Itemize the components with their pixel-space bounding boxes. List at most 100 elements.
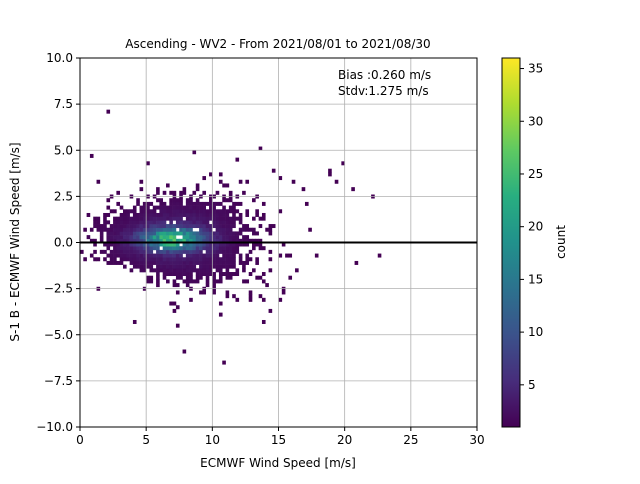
heatmap-cell	[139, 268, 144, 273]
heatmap-cell	[218, 235, 223, 240]
heatmap-cell	[179, 268, 183, 273]
heatmap-cell	[142, 264, 147, 269]
heatmap-cell	[212, 209, 216, 214]
heatmap-cell	[228, 198, 233, 203]
y-axis-ticks: −10.0 −7.5 −5.0 −2.5 0.0 2.5 5.0 7.5 10.0	[36, 51, 80, 434]
heatmap-cell	[215, 231, 220, 236]
heatmap-cell	[126, 224, 130, 229]
heatmap-cell	[225, 290, 230, 295]
heatmap-cell	[162, 253, 167, 258]
heatmap-cell	[225, 227, 230, 232]
colorbar-ticks: 5 10 15 20 25 30 35	[520, 62, 543, 392]
heatmap-cell	[182, 224, 187, 229]
heatmap-cell	[209, 201, 213, 206]
heatmap-cell	[189, 279, 193, 284]
heatmap-cell	[199, 231, 203, 236]
heatmap-cell	[192, 231, 197, 236]
heatmap-cell	[152, 212, 157, 217]
y-tick-label: −5.0	[44, 328, 73, 342]
heatmap-cell	[162, 246, 167, 251]
heatmap-cell	[195, 224, 200, 229]
heatmap-cell	[152, 235, 157, 240]
heatmap-cell	[218, 249, 223, 254]
heatmap-cell	[205, 249, 210, 254]
heatmap-cell	[169, 272, 173, 277]
heatmap-cell	[248, 294, 253, 299]
heatmap-cell	[202, 205, 207, 210]
heatmap-cell	[146, 209, 150, 214]
heatmap-cell	[235, 249, 240, 254]
heatmap-cell	[83, 227, 87, 232]
heatmap-cell	[166, 242, 170, 247]
heatmap-cell	[195, 246, 200, 251]
heatmap-cell	[126, 209, 130, 214]
heatmap-cell	[132, 264, 137, 269]
heatmap-cell	[123, 242, 127, 247]
heatmap-cell	[232, 220, 236, 225]
heatmap-cell	[222, 235, 226, 240]
heatmap-cell	[175, 224, 180, 229]
heatmap-cell	[185, 216, 190, 221]
heatmap-cell	[146, 224, 150, 229]
heatmap-cell	[192, 201, 197, 206]
chart-title: Ascending - WV2 - From 2021/08/01 to 202…	[125, 37, 430, 51]
heatmap-cell	[156, 268, 160, 273]
heatmap-cell	[192, 253, 197, 258]
heatmap-cell	[116, 260, 120, 265]
heatmap-cell	[149, 235, 154, 240]
heatmap-cell	[215, 216, 220, 221]
heatmap-cell	[205, 260, 210, 265]
heatmap-cell	[185, 264, 190, 269]
heatmap-cell	[172, 308, 177, 313]
heatmap-cell	[182, 187, 187, 192]
heatmap-cell	[189, 224, 193, 229]
heatmap-cell	[132, 249, 137, 254]
heatmap-cell	[139, 216, 144, 221]
heatmap-cell	[232, 257, 236, 262]
colorbar-tick-label: 25	[528, 167, 543, 181]
x-tick-label: 20	[337, 433, 352, 447]
heatmap-cell	[109, 253, 114, 258]
heatmap-cell	[228, 235, 233, 240]
heatmap-cell	[179, 198, 183, 203]
heatmap-cell	[245, 212, 250, 217]
heatmap-cell	[136, 227, 140, 232]
heatmap-cell	[189, 253, 193, 258]
heatmap-cell	[126, 246, 130, 251]
heatmap-cell	[288, 253, 293, 258]
heatmap-cell	[142, 260, 147, 265]
heatmap-cell	[212, 283, 216, 288]
heatmap-cell	[255, 275, 259, 280]
heatmap-cell	[162, 209, 167, 214]
heatmap-cell	[166, 260, 170, 265]
heatmap-cell	[192, 260, 197, 265]
heatmap-cell	[129, 227, 134, 232]
heatmap-cell	[288, 275, 293, 280]
heatmap-cell	[159, 264, 164, 269]
heatmap-cell	[159, 198, 164, 203]
heatmap-cell	[129, 268, 134, 273]
heatmap-cell	[182, 249, 187, 254]
heatmap-cell	[123, 249, 127, 254]
heatmap-cell	[222, 198, 226, 203]
heatmap-cell	[152, 220, 157, 225]
heatmap-cell	[205, 201, 210, 206]
heatmap-cell	[169, 246, 173, 251]
heatmap-cell	[185, 275, 190, 280]
heatmap-cell	[202, 227, 207, 232]
colorbar-tick-label: 30	[528, 114, 543, 128]
heatmap-cell	[116, 227, 120, 232]
heatmap-cell	[166, 235, 170, 240]
heatmap-cell	[218, 212, 223, 217]
heatmap-cell	[166, 224, 170, 229]
heatmap-cell	[268, 224, 273, 229]
heatmap-cell	[99, 235, 104, 240]
heatmap-cell	[222, 264, 226, 269]
heatmap-cell	[225, 264, 230, 269]
heatmap-cell	[242, 190, 246, 195]
heatmap-cell	[116, 201, 120, 206]
heatmap-cell	[172, 198, 177, 203]
heatmap-cell	[129, 220, 134, 225]
heatmap-cell	[162, 249, 167, 254]
heatmap-cell	[119, 224, 124, 229]
